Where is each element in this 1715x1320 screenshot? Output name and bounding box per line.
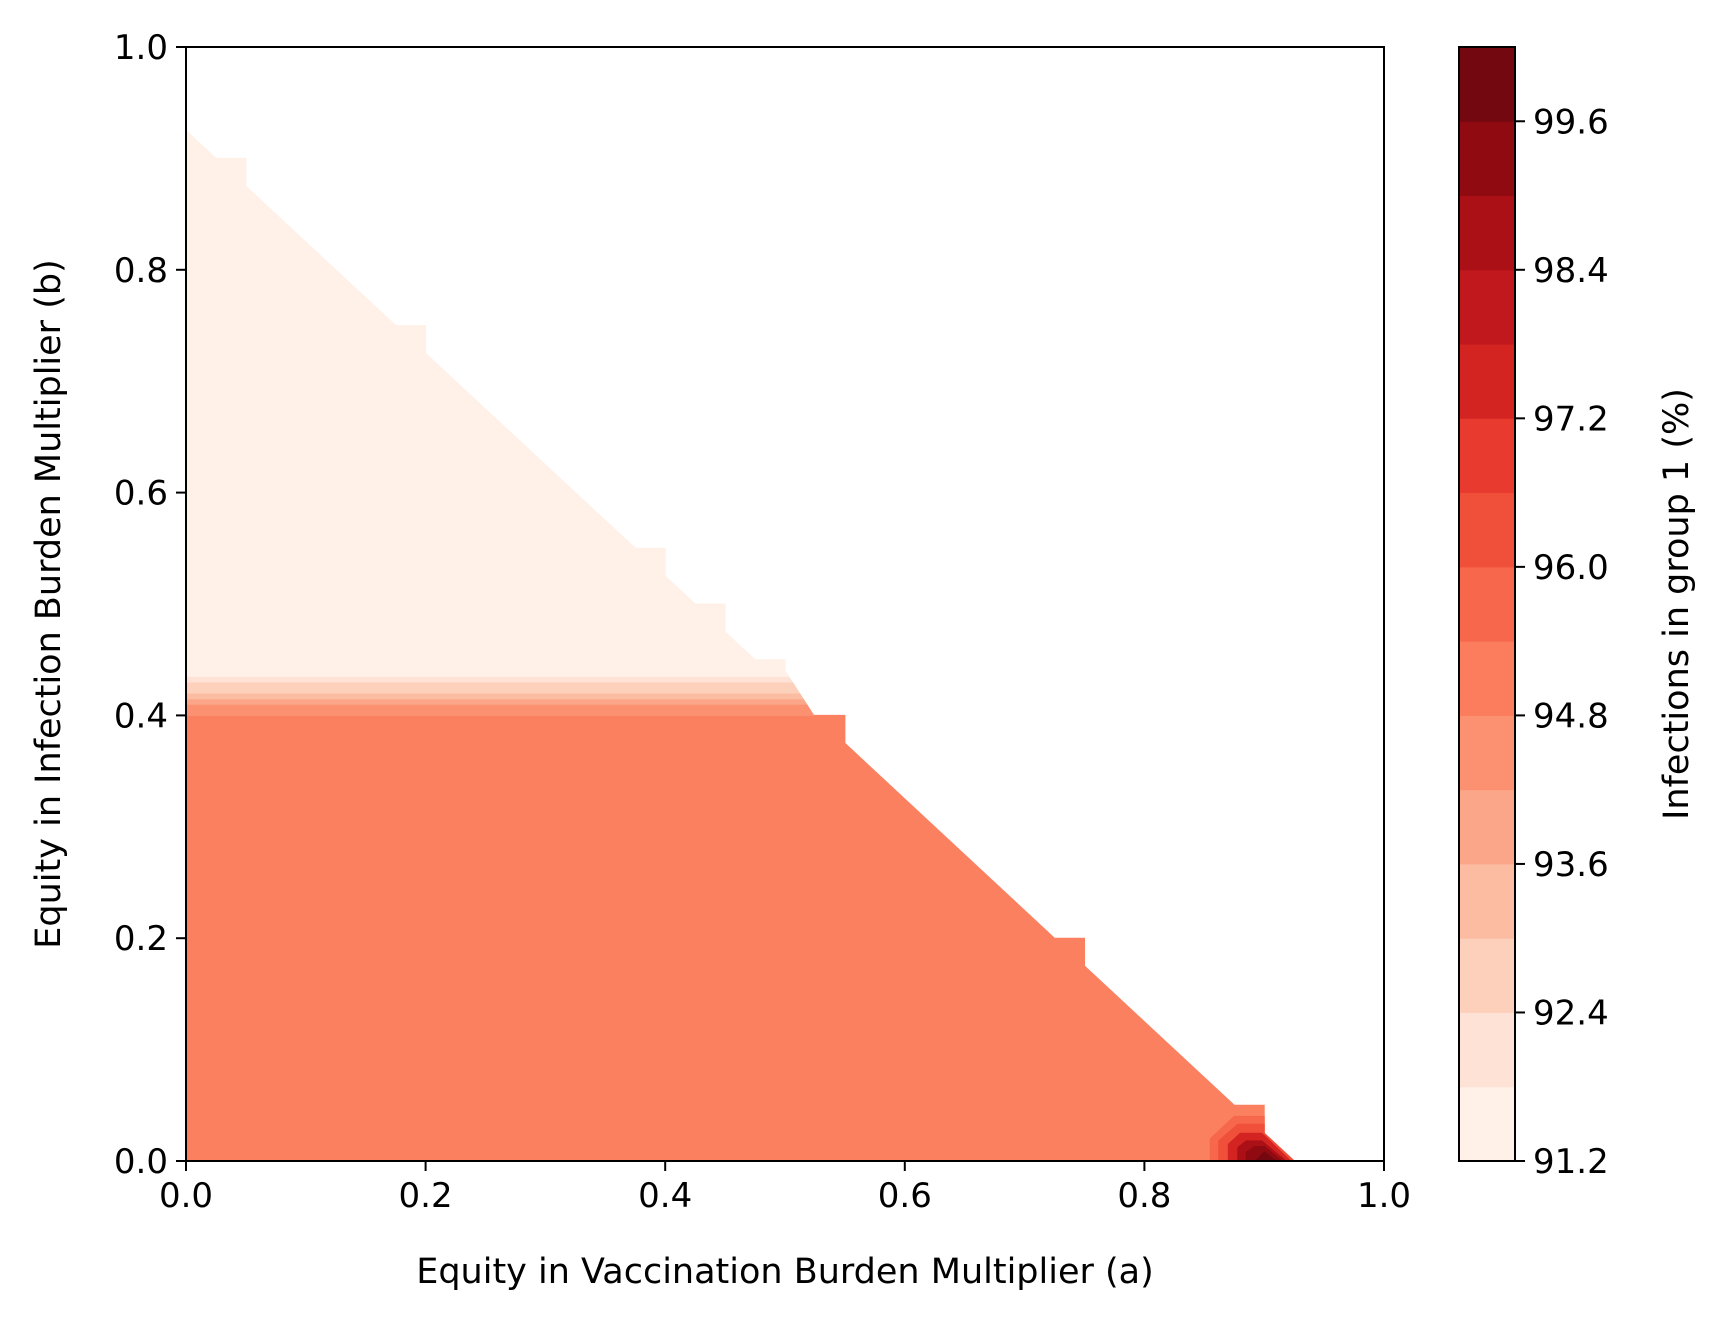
x-tick-label: 1.0 (1357, 1176, 1411, 1216)
contour-band (186, 681, 797, 689)
colorbar-swatch (1459, 641, 1515, 716)
colorbar-swatch (1459, 566, 1515, 642)
x-tick-label: 0.8 (1117, 1176, 1171, 1216)
contour-band (186, 670, 790, 677)
colorbar-tick-label: 99.6 (1533, 102, 1609, 142)
x-tick-label: 0.4 (638, 1176, 692, 1216)
y-tick-label: 0.4 (114, 696, 168, 736)
colorbar-label: Infections in group 1 (%) (1657, 388, 1697, 820)
contour-peak (1255, 1151, 1278, 1161)
contour-band (186, 675, 794, 683)
colorbar-ticks: 91.2 92.4 93.6 94.8 96.0 97.2 98.4 99.6 (1515, 102, 1609, 1182)
contour-band (186, 692, 804, 700)
contour-band (186, 687, 801, 694)
colorbar-swatch (1459, 344, 1515, 419)
x-tick-label: 0.0 (159, 1176, 213, 1216)
colorbar-swatch (1459, 789, 1515, 865)
colorbar-tick-label: 93.6 (1533, 845, 1609, 885)
y-tick-label: 1.0 (114, 28, 168, 68)
y-tick-label: 0.8 (114, 251, 168, 291)
colorbar-swatch (1459, 47, 1515, 122)
colorbar-tick-label: 92.4 (1533, 993, 1609, 1033)
contour-band (186, 698, 808, 705)
colorbar-tick-label: 91.2 (1533, 1142, 1609, 1182)
colorbar-swatch (1459, 1086, 1515, 1162)
colorbar-tick-label: 98.4 (1533, 251, 1609, 291)
contour-band (186, 703, 812, 711)
contour-region-0 (186, 129, 786, 672)
colorbar-swatch (1459, 1012, 1515, 1088)
colorbar-tick-label: 94.8 (1533, 696, 1609, 736)
contour-band (186, 709, 815, 716)
x-tick-label: 0.2 (399, 1176, 453, 1216)
colorbar-swatch (1459, 863, 1515, 939)
colorbar-tick-label: 97.2 (1533, 399, 1609, 439)
colorbar-tick-label: 96.0 (1533, 548, 1609, 588)
plot-area (186, 129, 1295, 1161)
x-axis: 0.0 0.2 0.4 0.6 0.8 1.0 (159, 1161, 1411, 1216)
y-axis: 0.0 0.2 0.4 0.6 0.8 1.0 (114, 28, 186, 1182)
y-tick-label: 0.6 (114, 474, 168, 514)
colorbar-swatch (1459, 121, 1515, 197)
y-tick-label: 0.2 (114, 919, 168, 959)
colorbar-frame (1458, 46, 1516, 1162)
plot-frame (185, 46, 1385, 1162)
colorbar-swatch (1459, 418, 1515, 494)
y-axis-label: Equity in Infection Burden Multiplier (b… (29, 259, 69, 948)
x-tick-label: 0.6 (878, 1176, 932, 1216)
colorbar-swatch (1459, 269, 1515, 345)
colorbar-swatch (1459, 938, 1515, 1013)
colorbar-swatch (1459, 195, 1515, 271)
contour-region-1 (186, 714, 1295, 1161)
colorbar-swatch (1459, 715, 1515, 791)
colorbar (1459, 47, 1515, 1162)
x-axis-label: Equity in Vaccination Burden Multiplier … (416, 1252, 1154, 1292)
colorbar-swatch (1459, 492, 1515, 568)
y-tick-label: 0.0 (114, 1142, 168, 1182)
